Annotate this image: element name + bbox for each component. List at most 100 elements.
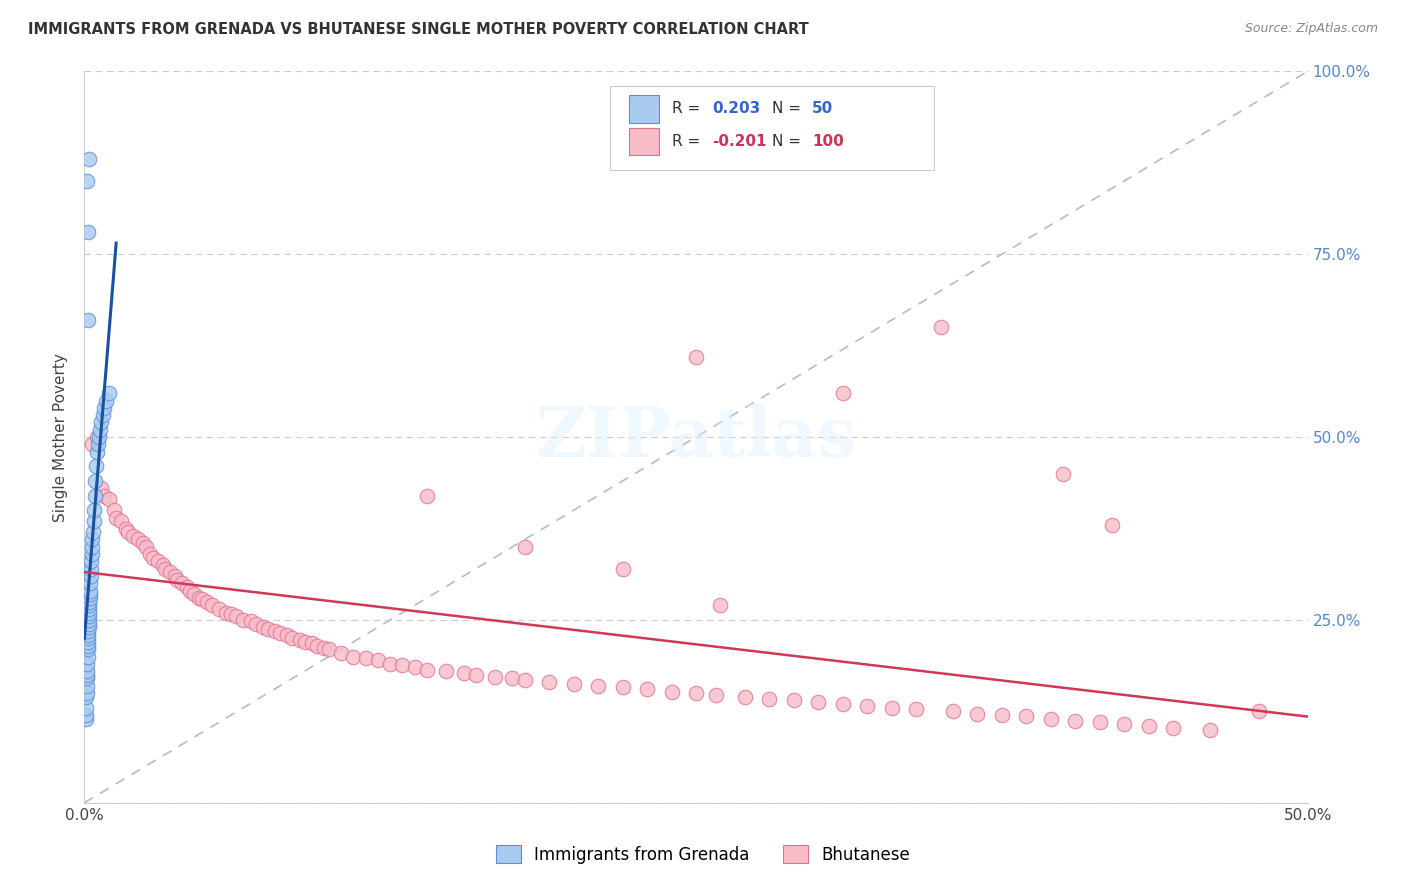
Text: N =: N =: [772, 101, 806, 116]
Point: [685, 350, 707, 364]
Point: [76, 642, 98, 657]
Point: [188, 591, 211, 605]
Point: [191, 592, 214, 607]
Point: [783, 693, 806, 707]
Point: [80, 569, 103, 583]
Text: -0.201: -0.201: [711, 134, 766, 149]
Point: [391, 658, 413, 673]
Point: [90, 416, 112, 430]
Point: [562, 677, 585, 691]
Point: [91, 408, 114, 422]
Point: [77, 632, 100, 646]
Point: [991, 708, 1014, 723]
Point: [105, 510, 128, 524]
Point: [513, 540, 536, 554]
Text: 100: 100: [813, 134, 844, 149]
Point: [77, 620, 100, 634]
Point: [1137, 719, 1160, 733]
Point: [305, 639, 328, 653]
Point: [195, 594, 218, 608]
Point: [758, 692, 780, 706]
Point: [79, 594, 101, 608]
Point: [215, 606, 238, 620]
Point: [239, 615, 262, 629]
Point: [1015, 709, 1038, 723]
Point: [83, 489, 105, 503]
Point: [79, 591, 101, 605]
Point: [502, 672, 524, 686]
Point: [685, 686, 707, 700]
Point: [77, 635, 100, 649]
Point: [77, 225, 100, 239]
Point: [80, 562, 103, 576]
Point: [146, 554, 169, 568]
Point: [929, 320, 952, 334]
Point: [219, 607, 242, 621]
Point: [76, 686, 98, 700]
Point: [330, 646, 353, 660]
Point: [152, 558, 174, 573]
Point: [76, 639, 98, 653]
Point: [75, 712, 97, 726]
Point: [153, 562, 176, 576]
Point: [93, 489, 115, 503]
Point: [77, 313, 100, 327]
Point: [76, 649, 98, 664]
Point: [77, 627, 100, 641]
Point: [82, 533, 104, 547]
Point: [264, 624, 287, 638]
Point: [90, 481, 112, 495]
Point: [86, 444, 108, 458]
Point: [905, 702, 928, 716]
FancyBboxPatch shape: [628, 128, 659, 155]
Point: [281, 632, 304, 646]
Text: ZIPatlas: ZIPatlas: [536, 403, 856, 471]
Text: 0.203: 0.203: [711, 101, 761, 116]
Text: IMMIGRANTS FROM GRENADA VS BHUTANESE SINGLE MOTHER POVERTY CORRELATION CHART: IMMIGRANTS FROM GRENADA VS BHUTANESE SIN…: [28, 22, 808, 37]
Point: [77, 613, 100, 627]
Point: [76, 657, 98, 671]
Point: [513, 673, 536, 687]
Point: [942, 705, 965, 719]
Point: [342, 649, 364, 664]
Point: [612, 680, 634, 694]
Point: [1247, 705, 1270, 719]
Point: [75, 690, 97, 704]
Point: [75, 700, 97, 714]
Point: [208, 602, 231, 616]
Point: [79, 583, 101, 598]
Point: [80, 547, 103, 561]
Legend: Immigrants from Grenada, Bhutanese: Immigrants from Grenada, Bhutanese: [489, 838, 917, 871]
FancyBboxPatch shape: [628, 95, 659, 122]
Point: [453, 665, 475, 680]
Point: [1039, 712, 1062, 726]
Point: [288, 633, 311, 648]
Point: [807, 695, 830, 709]
Point: [245, 616, 267, 631]
Point: [84, 459, 107, 474]
Text: R =: R =: [672, 134, 704, 149]
Point: [77, 616, 100, 631]
Text: R =: R =: [672, 101, 704, 116]
Point: [1161, 721, 1184, 735]
Point: [704, 688, 727, 702]
Point: [612, 562, 634, 576]
Point: [183, 587, 205, 601]
Point: [79, 587, 101, 601]
Point: [82, 525, 104, 540]
Point: [294, 635, 316, 649]
Point: [86, 430, 108, 444]
Point: [1114, 716, 1136, 731]
Point: [77, 152, 100, 166]
Point: [83, 503, 105, 517]
Point: [76, 664, 98, 678]
Point: [117, 525, 139, 540]
Point: [880, 700, 903, 714]
Point: [354, 651, 377, 665]
Point: [538, 675, 561, 690]
Point: [97, 492, 120, 507]
Point: [1198, 723, 1220, 737]
FancyBboxPatch shape: [610, 86, 935, 170]
Point: [80, 554, 103, 568]
Point: [77, 602, 100, 616]
